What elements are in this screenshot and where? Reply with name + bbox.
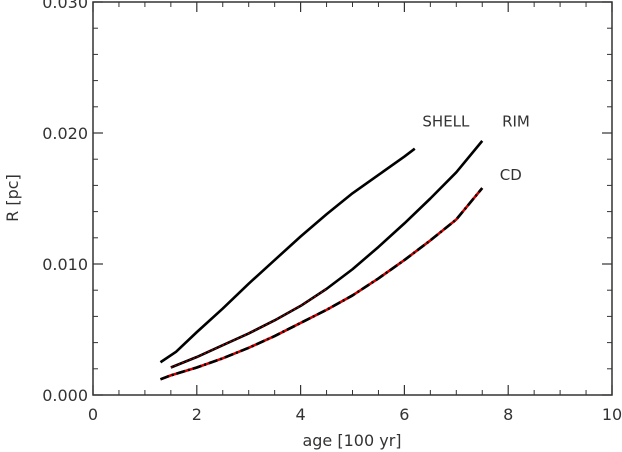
y-tick-label: 0.010: [42, 255, 88, 274]
x-tick-label: 4: [296, 405, 306, 424]
axis-ticks: 0 2 4 6 8 10 0.000 0.010 0.020 0.030: [42, 0, 622, 424]
x-tick-label: 0: [88, 405, 98, 424]
x-axis-label: age [100 yr]: [302, 431, 401, 450]
series-label-rim: RIM: [502, 112, 530, 130]
x-tick-label: 10: [602, 405, 622, 424]
y-axis-label: R [pc]: [3, 174, 22, 222]
series-label-cd: CD: [500, 166, 522, 184]
y-tick-label: 0.030: [42, 0, 88, 12]
labels-layer: SHELL RIM CD: [422, 112, 529, 184]
y-tick-label: 0.020: [42, 124, 88, 143]
rim-inner-red-line: [170, 288, 327, 368]
series-cd-line: [160, 187, 484, 381]
x-tick-label: 6: [399, 405, 409, 424]
plot-frame: [92, 1, 613, 396]
series-label-shell: SHELL: [422, 112, 470, 130]
x-tick-label: 8: [503, 405, 513, 424]
y-tick-label: 0.000: [42, 386, 88, 405]
series-layer: [159, 140, 484, 381]
x-tick-label: 2: [192, 405, 202, 424]
series-rim-line: [170, 140, 484, 369]
series-shell-line: [159, 147, 416, 364]
